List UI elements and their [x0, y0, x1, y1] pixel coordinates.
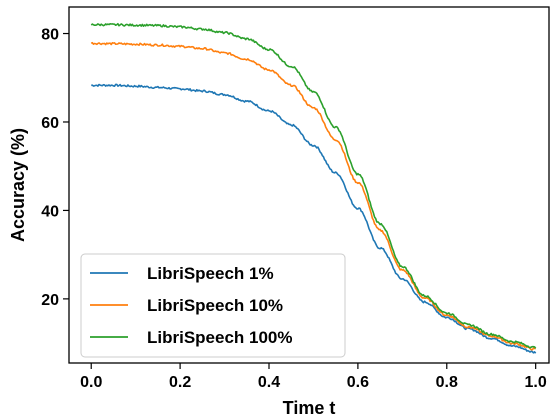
legend-entry-label: LibriSpeech 1% — [147, 264, 274, 283]
x-axis-label: Time t — [283, 398, 336, 418]
x-tick-label: 0.2 — [169, 374, 191, 391]
series-line-3 — [90, 22, 537, 349]
legend-entry-label: LibriSpeech 10% — [147, 296, 283, 315]
x-axis-ticks: 0.0 0.2 0.4 0.6 0.8 1.0 — [80, 363, 547, 391]
y-tick-label: 40 — [41, 203, 59, 220]
x-tick-label: 0.8 — [436, 374, 458, 391]
y-axis-ticks: 20 40 60 80 — [41, 27, 69, 309]
y-tick-label: 20 — [41, 292, 59, 309]
x-tick-label: 0.6 — [347, 374, 369, 391]
y-axis-label: Accuracy (%) — [8, 128, 28, 242]
x-tick-label: 1.0 — [525, 374, 547, 391]
y-tick-label: 60 — [41, 115, 59, 132]
legend: LibriSpeech 1% LibriSpeech 10% LibriSpeech… — [80, 253, 346, 358]
series-line-2 — [90, 41, 536, 351]
legend-entry-label: LibriSpeech 100% — [147, 328, 293, 347]
plot-series-layer — [90, 22, 537, 354]
x-tick-label: 0.4 — [258, 374, 280, 391]
legend-box — [80, 253, 346, 358]
plot-frame — [68, 6, 550, 364]
x-tick-label: 0.0 — [80, 374, 102, 391]
y-tick-label: 80 — [41, 27, 59, 44]
